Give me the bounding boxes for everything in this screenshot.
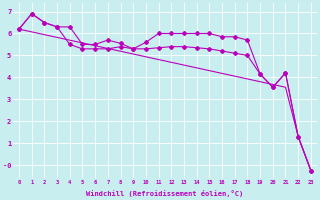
X-axis label: Windchill (Refroidissement éolien,°C): Windchill (Refroidissement éolien,°C): [86, 190, 244, 197]
